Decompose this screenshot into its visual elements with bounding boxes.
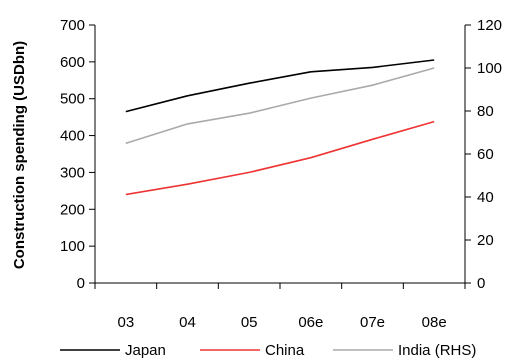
x-tick-label: 05 (241, 314, 258, 331)
right-tick-label: 100 (477, 60, 502, 77)
x-tick-label: 03 (117, 314, 134, 331)
left-tick-label: 400 (60, 128, 85, 145)
left-tick-label: 700 (60, 17, 85, 34)
legend-label-india-rhs: India (RHS) (398, 342, 476, 359)
x-tick-label: 08e (422, 314, 447, 331)
legend-label-japan: Japan (125, 342, 166, 359)
left-tick-label: 200 (60, 201, 85, 218)
right-tick-label: 60 (477, 146, 494, 163)
y-axis-title: Construction spending (USDbn) (11, 41, 28, 269)
right-tick-label: 80 (477, 103, 494, 120)
right-tick-label: 0 (477, 275, 485, 292)
legend-label-china: China (265, 342, 305, 359)
left-tick-label: 100 (60, 238, 85, 255)
right-tick-label: 40 (477, 189, 494, 206)
series-line-china (125, 120, 435, 196)
right-tick-label: 120 (477, 17, 502, 34)
series-lines (125, 59, 435, 196)
x-tick-label: 07e (360, 314, 385, 331)
right-tick-label: 20 (477, 232, 494, 249)
left-tick-label: 600 (60, 54, 85, 71)
x-axis-ticks: 03 04 05 06e 07e 08e (94, 283, 466, 331)
x-tick-label: 04 (179, 314, 196, 331)
left-axis-ticks: 0 100 200 300 400 500 600 700 (60, 17, 95, 292)
left-tick-label: 300 (60, 164, 85, 181)
left-tick-label: 500 (60, 91, 85, 108)
series-line-japan (125, 59, 435, 113)
right-axis-ticks: 0 20 40 60 80 100 120 (465, 17, 502, 292)
legend: Japan China India (RHS) (60, 342, 476, 359)
left-tick-label: 0 (77, 275, 85, 292)
series-line-india-rhs (125, 67, 435, 145)
x-tick-label: 06e (298, 314, 323, 331)
